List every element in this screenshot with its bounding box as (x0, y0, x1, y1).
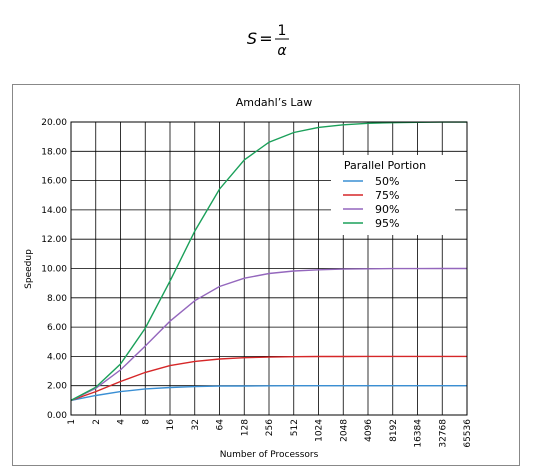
x-axis-label: Number of Processors (220, 450, 319, 460)
legend-entry-label: 75% (375, 189, 399, 202)
formula-lhs: S (247, 29, 257, 48)
chart-title: Amdahl’s Law (236, 96, 313, 109)
formula-denominator: α (277, 43, 287, 59)
x-tick-label: 1024 (315, 419, 325, 442)
amdahl-formula: S = 1 α (247, 23, 289, 59)
x-tick-label: 65536 (463, 419, 473, 448)
series-line-95pct (70, 121, 467, 402)
legend-title: Parallel Portion (344, 159, 426, 172)
x-tick-label: 128 (240, 419, 250, 436)
series-line-75pct (70, 355, 467, 402)
tick-labels: 0.00 2.00 4.00 6.00 8.00 10.00 12.00 14.00 16.00… (41, 118, 473, 448)
x-tick-label: 32 (191, 419, 201, 430)
y-tick-label: 6.00 (47, 323, 67, 333)
x-tick-label: 32768 (438, 419, 448, 448)
plot-area-border (70, 121, 468, 416)
x-tick-label: 1 (67, 419, 77, 425)
y-axis-label: Speedup (24, 249, 34, 289)
y-tick-label: 14.00 (41, 206, 67, 216)
x-tick-label: 2048 (339, 419, 349, 442)
formula-equals: = (259, 29, 272, 48)
y-tick-label: 0.00 (47, 411, 67, 421)
legend-entries: 50%75%90%95% (343, 175, 399, 230)
x-tick-label: 16384 (414, 419, 424, 448)
x-tick-label: 16 (166, 419, 176, 431)
y-tick-label: 20.00 (41, 118, 67, 128)
x-tick-label: 512 (290, 419, 300, 436)
x-tick-label: 8192 (389, 419, 399, 442)
x-tick-label: 256 (265, 419, 275, 436)
amdahl-chart: Amdahl’s Law 0.002.004.006.008.0010.0012… (24, 96, 473, 460)
formula-numerator: 1 (278, 23, 287, 39)
x-tick-label: 2 (92, 419, 102, 425)
series-line-50pct (70, 385, 467, 402)
legend: Parallel Portion 50%75%90%95% (331, 155, 455, 235)
y-tick-label: 12.00 (41, 235, 67, 245)
x-tick-label: 64 (216, 419, 226, 431)
y-tick-label: 4.00 (47, 352, 67, 362)
y-tick-label: 10.00 (41, 265, 67, 275)
series-line-90pct (70, 267, 467, 402)
legend-entry-label: 90% (375, 203, 399, 216)
legend-entry-label: 95% (375, 217, 399, 230)
legend-entry-label: 50% (375, 175, 399, 188)
y-tick-label: 18.00 (41, 147, 67, 157)
y-tick-label: 8.00 (47, 294, 67, 304)
series-lines (70, 121, 467, 402)
x-tick-label: 4096 (364, 419, 374, 442)
y-tick-label: 2.00 (47, 382, 67, 392)
y-tick-label: 16.00 (41, 177, 67, 187)
x-tick-label: 8 (141, 419, 151, 425)
chart-frame: Amdahl’s Law 0.00 2.00 4.00 6.00 8.00 10.00 12… (12, 84, 520, 466)
x-tick-label: 4 (117, 419, 127, 425)
